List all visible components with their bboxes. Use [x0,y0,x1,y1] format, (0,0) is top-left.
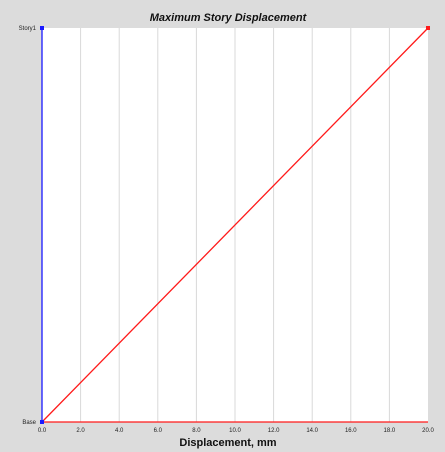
x-tick-label: 2.0 [76,428,85,434]
series-line-0 [41,27,429,423]
x-tick-label: 8.0 [192,428,201,434]
chart-title: Maximum Story Displacement [150,12,308,24]
y-tick-labels: Base Story1 [19,26,37,426]
x-tick-label: 6.0 [154,428,163,434]
x-tick-label: 10.0 [229,428,241,434]
x-tick-labels: 0.0 2.0 4.0 6.0 8.0 10.0 12.0 14.0 16.0 18.0 20.0 [38,428,435,434]
y-tick-label: Story1 [19,26,37,32]
series-point [40,420,44,424]
x-tick-label: 18.0 [384,428,396,434]
x-tick-label: 4.0 [115,428,124,434]
y-tick-label: Base [22,420,36,426]
x-tick-label: 0.0 [38,428,47,434]
x-tick-label: 12.0 [268,428,280,434]
x-tick-label: 14.0 [306,428,318,434]
series-point [426,26,430,30]
x-tick-label: 20.0 [422,428,434,434]
series-point [40,26,44,30]
grid-lines [80,28,390,422]
series-lines [40,26,430,424]
x-axis-label: Displacement, mm [179,437,276,449]
x-tick-label: 16.0 [345,428,357,434]
